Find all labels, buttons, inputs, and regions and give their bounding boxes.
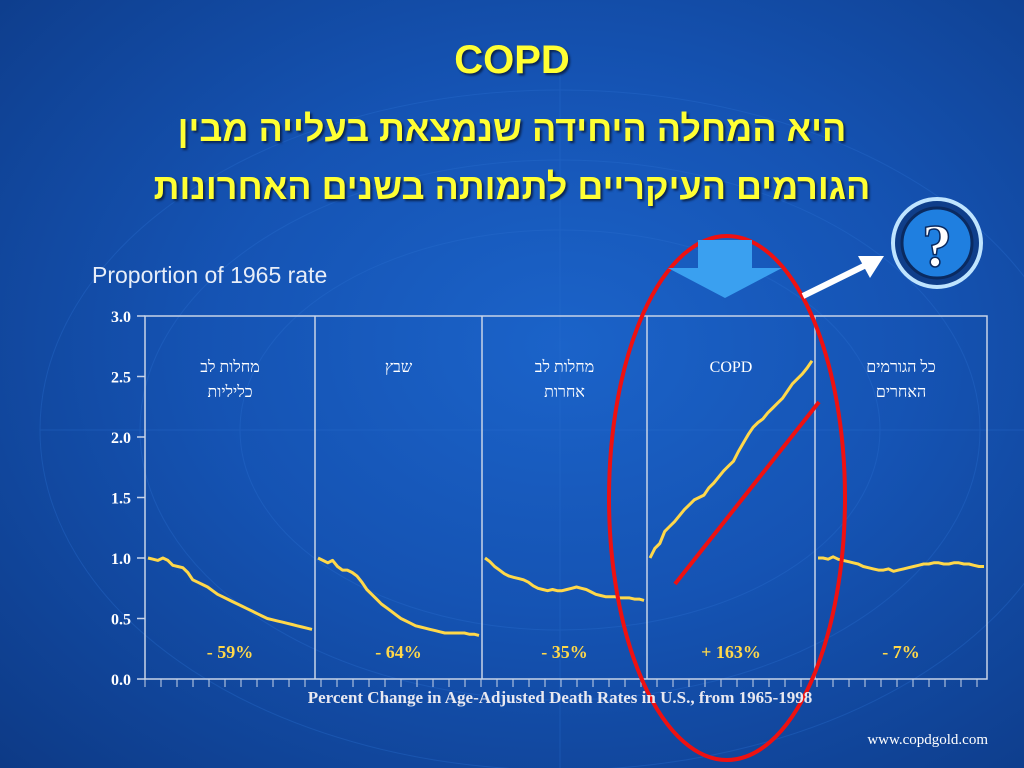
panel-change-label: - 7% <box>882 642 920 662</box>
y-tick-label: 2.0 <box>111 430 131 447</box>
panel-change-label: - 59% <box>207 642 254 662</box>
y-axis-title: Proportion of 1965 rate <box>92 262 328 288</box>
y-tick-label: 3.0 <box>111 309 131 326</box>
panel-label-line1: מחלות לב <box>535 358 594 376</box>
series-line <box>818 555 984 573</box>
panel-label-line2: אחרות <box>544 384 585 401</box>
copd-highlight-ellipse <box>607 234 847 762</box>
x-axis-caption: Percent Change in Age-Adjusted Death Rat… <box>307 688 813 707</box>
panel-label-line1: מחלות לב <box>200 358 259 376</box>
panel-change-label: - 35% <box>541 642 588 662</box>
panel-change-label: + 163% <box>701 642 761 662</box>
slide-subtitle-line2: הגורמים העיקריים לתמותה בשנים האחרונות <box>153 166 871 207</box>
panel-4: כל הגורמים האחרים - 7% <box>814 316 984 679</box>
svg-text:?: ? <box>922 213 952 279</box>
down-arrow-icon <box>668 240 782 298</box>
white-arrow-head <box>858 256 884 278</box>
series-line <box>648 359 814 559</box>
series-line <box>317 556 480 637</box>
source-url[interactable]: www.copdgold.com <box>867 732 988 748</box>
panel-label-line1: כל הגורמים <box>866 358 935 376</box>
slide-subtitle-line1: היא המחלה היחידה שנמצאת בעלייה מבין <box>177 108 847 149</box>
panel-1: שבץ - 64% <box>314 316 480 679</box>
white-arrow-icon <box>801 261 870 299</box>
y-tick-label: 1.0 <box>111 551 131 568</box>
panel-label-line1: שבץ <box>385 359 413 376</box>
y-tick-label: 0.5 <box>111 612 131 629</box>
question-mark-icon[interactable]: ? <box>891 197 983 289</box>
panel-label-line2: כליליות <box>207 383 252 401</box>
panel-label-line1: COPD <box>710 359 753 376</box>
y-tick-label: 0.0 <box>111 672 131 689</box>
panel-3: COPD + 163% <box>646 316 814 679</box>
series-line <box>147 556 313 631</box>
trend-line <box>673 400 821 586</box>
slide-title: COPD <box>454 38 570 82</box>
panel-2: מחלות לב אחרות - 35% <box>481 316 645 679</box>
panel-change-label: - 64% <box>375 642 422 662</box>
panel-0: מחלות לב כליליות - 59% <box>147 358 313 662</box>
y-tick-label: 1.5 <box>111 491 131 508</box>
panel-label-line2: האחרים <box>876 384 926 401</box>
y-tick-label: 2.5 <box>111 370 131 387</box>
series-line <box>484 556 645 602</box>
